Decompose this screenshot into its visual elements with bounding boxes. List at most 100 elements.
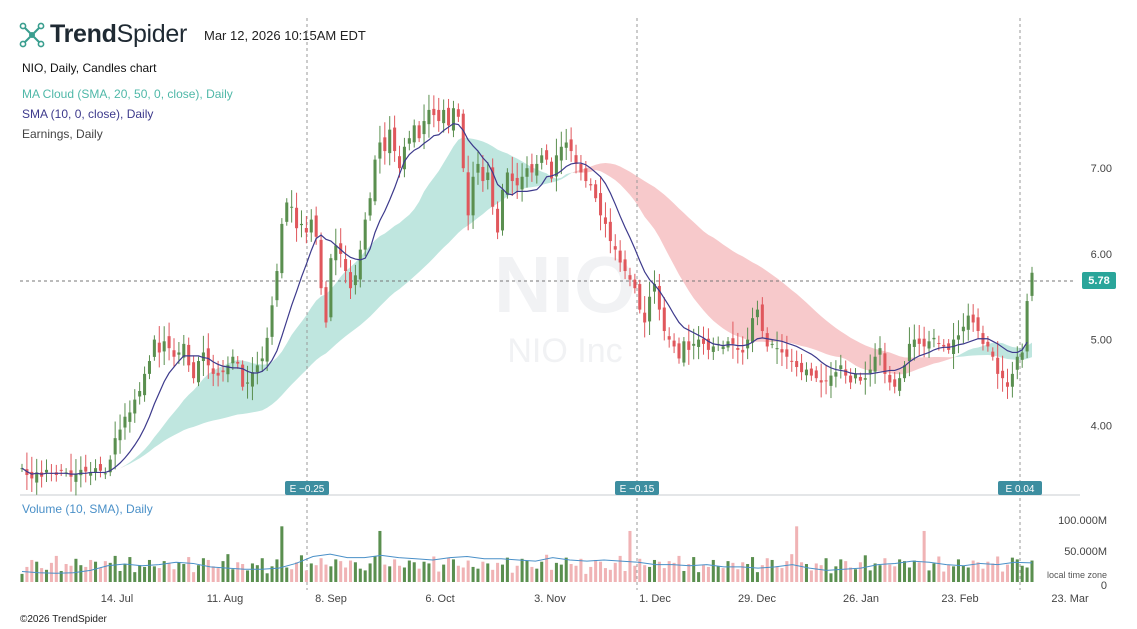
volume-bar: [667, 561, 671, 582]
volume-bar: [912, 560, 916, 582]
volume-bar: [966, 567, 970, 582]
candle-body: [584, 168, 588, 182]
candle-body: [535, 163, 539, 176]
volume-bar: [241, 564, 245, 582]
candle-body: [746, 339, 750, 349]
legend-volume[interactable]: Volume (10, SMA), Daily: [22, 502, 153, 516]
candle-body: [285, 202, 289, 222]
candle-body: [143, 373, 147, 396]
volume-bar: [481, 561, 485, 582]
candle-body: [241, 364, 245, 387]
candle-body: [128, 412, 132, 422]
cloud-bull: [120, 137, 577, 469]
volume-bar: [525, 560, 529, 582]
volume-bar: [873, 563, 877, 582]
volume-bar: [383, 564, 387, 582]
volume-bar: [1020, 565, 1024, 582]
volume-bar: [456, 565, 460, 582]
volume-bar: [388, 566, 392, 582]
volume-bar: [348, 560, 353, 582]
volume-bar: [839, 559, 843, 582]
candle-body: [770, 343, 774, 345]
volume-bar: [515, 565, 519, 582]
volume-bar: [275, 559, 279, 582]
volume-bar: [878, 565, 882, 582]
price-axis-label: 6.00: [1091, 249, 1112, 261]
volume-bar: [417, 568, 421, 582]
candle-body: [378, 142, 382, 159]
volume-bar: [510, 572, 514, 582]
candle-body: [883, 353, 887, 374]
volume-bar: [775, 566, 779, 582]
candle-body: [59, 469, 63, 471]
candle-body: [486, 172, 490, 181]
candle-body: [1025, 301, 1029, 352]
candle-body: [898, 378, 902, 391]
candle-body: [383, 137, 387, 152]
candle-body: [800, 362, 804, 373]
volume-bar: [907, 567, 911, 582]
volume-bar: [250, 563, 254, 582]
legend-earnings[interactable]: Earnings, Daily: [22, 127, 103, 141]
volume-bar: [706, 566, 710, 582]
volume-bar: [785, 561, 789, 582]
candle-body: [819, 380, 823, 383]
candle-body: [692, 343, 696, 346]
volume-bar: [898, 559, 902, 582]
volume-bar: [530, 566, 534, 582]
volume-bar: [1001, 571, 1005, 582]
copyright: ©2026 TrendSpider: [20, 614, 107, 625]
volume-bar: [986, 561, 990, 582]
volume-bar: [334, 559, 338, 582]
candle-body: [84, 466, 88, 472]
candle-body: [344, 259, 348, 272]
candle-body: [888, 374, 892, 383]
candle-body: [824, 380, 828, 382]
candle-body: [138, 391, 142, 397]
candle-body: [780, 349, 784, 353]
volume-bar: [118, 570, 122, 582]
volume-bar: [903, 561, 907, 582]
volume-bar: [177, 562, 181, 582]
candle-body: [270, 305, 274, 337]
volume-bar: [304, 570, 308, 582]
candle-body: [775, 348, 779, 350]
earnings-badge-bg: [285, 481, 329, 495]
volume-axis-label: 0: [1101, 580, 1107, 592]
volume-bar: [853, 569, 858, 582]
volume-bar: [437, 571, 441, 582]
volume-bar: [633, 565, 637, 582]
candle-body: [912, 339, 916, 347]
chart-title[interactable]: NIO, Daily, Candles chart: [22, 61, 157, 75]
volume-bars: [20, 526, 1034, 582]
volume-bar: [770, 559, 774, 582]
legend-ma-cloud[interactable]: MA Cloud (SMA, 20, 50, 0, close), Daily: [22, 87, 233, 101]
candle-body: [559, 146, 563, 161]
candle-body: [250, 372, 254, 387]
candle-body: [447, 107, 451, 126]
candle-body: [760, 304, 764, 332]
price-axis-label: 4.00: [1091, 420, 1112, 432]
candle-body: [599, 193, 603, 216]
candle-body: [1001, 370, 1005, 379]
volume-bar: [59, 570, 63, 582]
candle-body: [574, 155, 578, 164]
legend-sma[interactable]: SMA (10, 0, close), Daily: [22, 107, 154, 121]
volume-bar: [172, 569, 176, 582]
volume-bar: [618, 555, 622, 582]
volume-bar: [398, 565, 402, 582]
candle-body: [721, 346, 725, 350]
candle-body: [652, 283, 656, 292]
axes: 7.00 6.00 5.00 4.00 100.000M 50.000M 0 14. Jul 1…: [101, 163, 1116, 605]
volume-sma-line: [21, 553, 1033, 574]
volume-bar: [246, 570, 250, 582]
volume-bar: [103, 561, 107, 582]
volume-bar: [795, 526, 799, 582]
candle-body: [368, 198, 372, 216]
volume-bar: [623, 570, 627, 582]
candle-body: [108, 459, 112, 473]
candle-body: [89, 472, 93, 476]
volume-bar: [1005, 564, 1010, 582]
earnings-badge-bg: [998, 481, 1042, 495]
